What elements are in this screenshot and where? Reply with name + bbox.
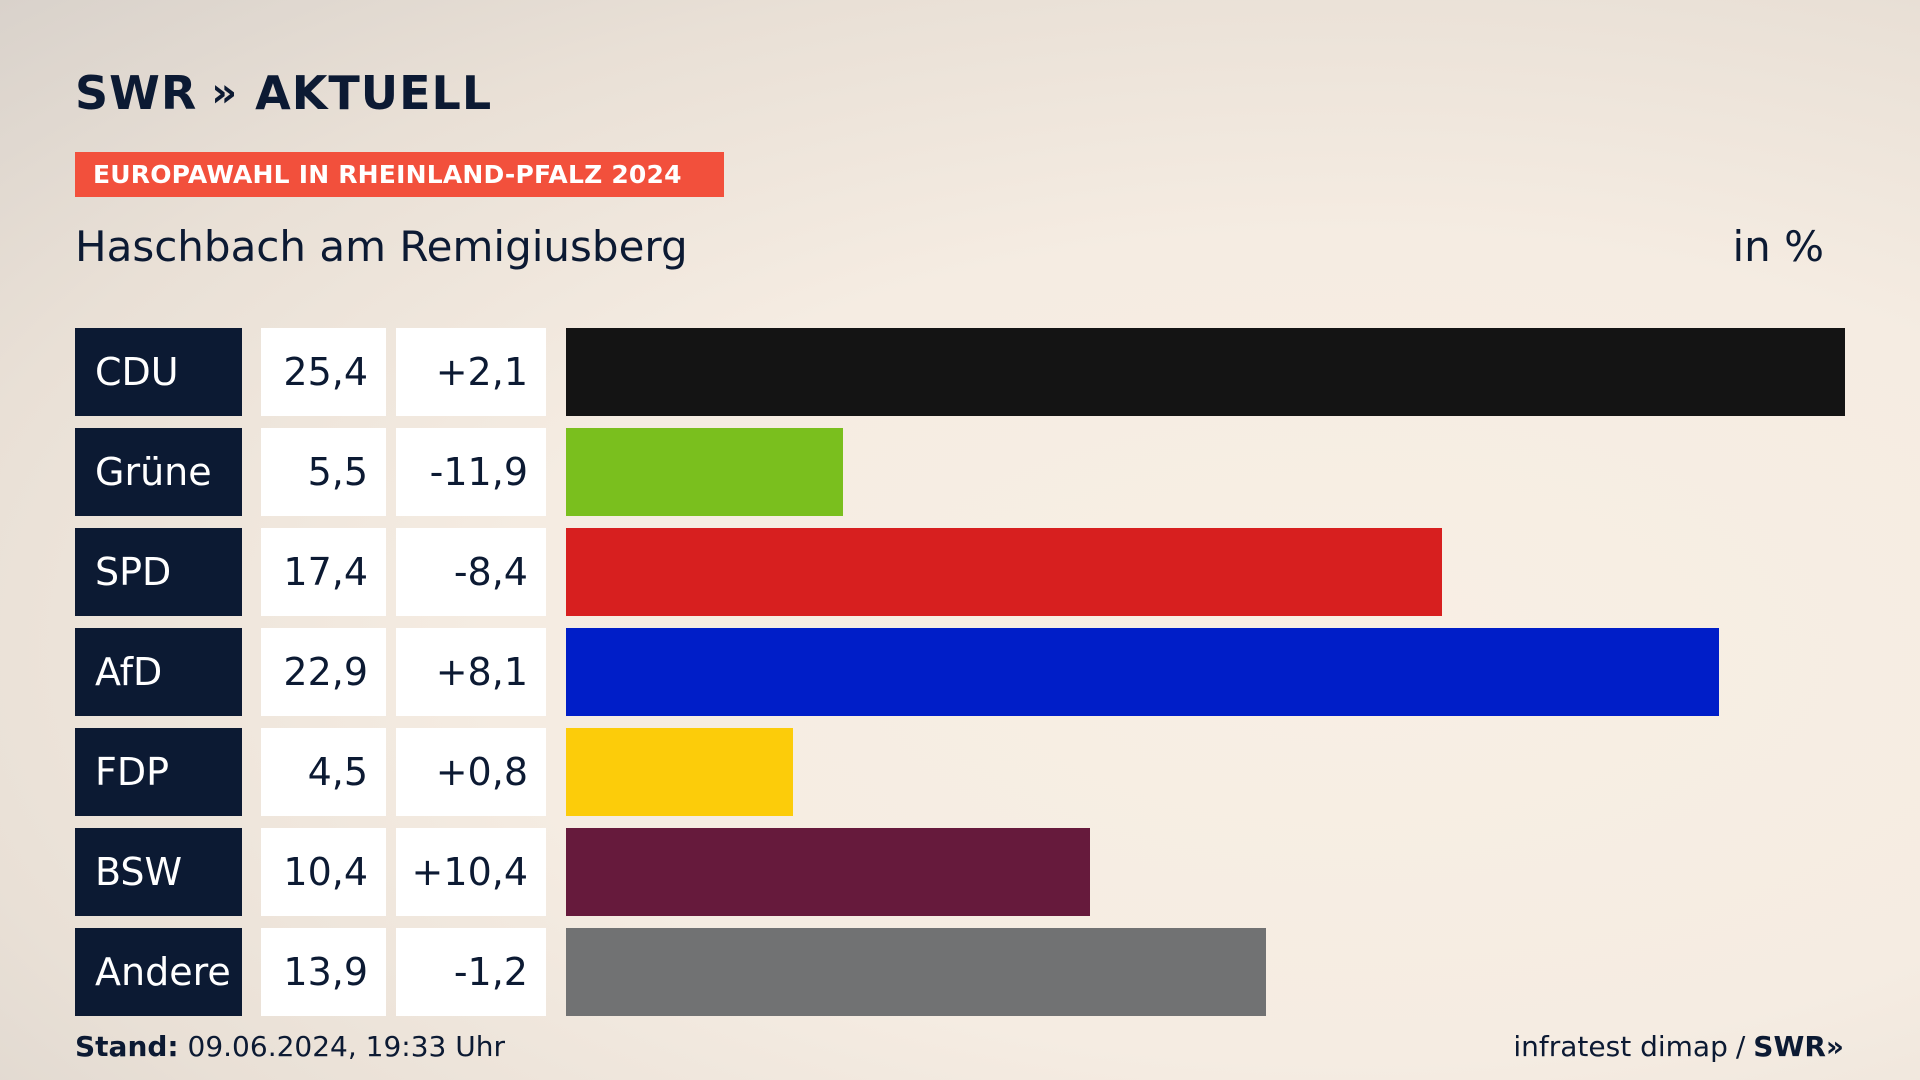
- diff-value: +8,1: [396, 628, 546, 716]
- diff-value: -11,9: [396, 428, 546, 516]
- timestamp: Stand: 09.06.2024, 19:33 Uhr: [75, 1030, 505, 1063]
- diff-value: -8,4: [396, 528, 546, 616]
- result-row: AfD 22,9 +8,1: [75, 628, 1845, 716]
- result-row: Grüne 5,5 -11,9: [75, 428, 1845, 516]
- party-label: CDU: [75, 328, 242, 416]
- party-label: Grüne: [75, 428, 242, 516]
- source-separator: /: [1735, 1030, 1746, 1063]
- result-bar: [566, 328, 1845, 416]
- source-name: infratest dimap: [1513, 1030, 1728, 1063]
- result-bar: [566, 728, 793, 816]
- diff-value: +0,8: [396, 728, 546, 816]
- result-row: FDP 4,5 +0,8: [75, 728, 1845, 816]
- share-value: 4,5: [261, 728, 386, 816]
- source-swr-logo: SWR»: [1753, 1030, 1844, 1063]
- diff-value: +10,4: [396, 828, 546, 916]
- stand-value: 09.06.2024, 19:33 Uhr: [187, 1030, 505, 1063]
- result-row: Andere 13,9 -1,2: [75, 928, 1845, 1016]
- diff-value: -1,2: [396, 928, 546, 1016]
- share-value: 22,9: [261, 628, 386, 716]
- party-label: FDP: [75, 728, 242, 816]
- result-bar: [566, 428, 843, 516]
- result-bar: [566, 828, 1090, 916]
- source-swr: SWR: [1753, 1030, 1826, 1063]
- party-label: BSW: [75, 828, 242, 916]
- chart-title: Haschbach am Remigiusberg: [75, 222, 688, 271]
- result-row: CDU 25,4 +2,1: [75, 328, 1845, 416]
- diff-value: +2,1: [396, 328, 546, 416]
- share-value: 17,4: [261, 528, 386, 616]
- party-label: AfD: [75, 628, 242, 716]
- source-credit: infratest dimap / SWR»: [1513, 1030, 1844, 1063]
- logo-chevron-icon: »: [211, 70, 237, 116]
- logo-swr: SWR: [75, 66, 198, 120]
- result-row: BSW 10,4 +10,4: [75, 828, 1845, 916]
- share-value: 5,5: [261, 428, 386, 516]
- result-bar: [566, 528, 1442, 616]
- election-badge: EUROPAWAHL IN RHEINLAND-PFALZ 2024: [75, 152, 724, 197]
- logo-aktuell: AKTUELL: [255, 66, 493, 120]
- party-label: Andere: [75, 928, 242, 1016]
- share-value: 10,4: [261, 828, 386, 916]
- stand-label: Stand:: [75, 1030, 179, 1063]
- result-row: SPD 17,4 -8,4: [75, 528, 1845, 616]
- party-label: SPD: [75, 528, 242, 616]
- share-value: 25,4: [261, 328, 386, 416]
- unit-label: in %: [1732, 222, 1824, 271]
- result-bar: [566, 928, 1266, 1016]
- share-value: 13,9: [261, 928, 386, 1016]
- source-chevron-icon: »: [1825, 1030, 1844, 1063]
- result-bar: [566, 628, 1719, 716]
- swr-aktuell-logo: SWR » AKTUELL: [75, 66, 492, 120]
